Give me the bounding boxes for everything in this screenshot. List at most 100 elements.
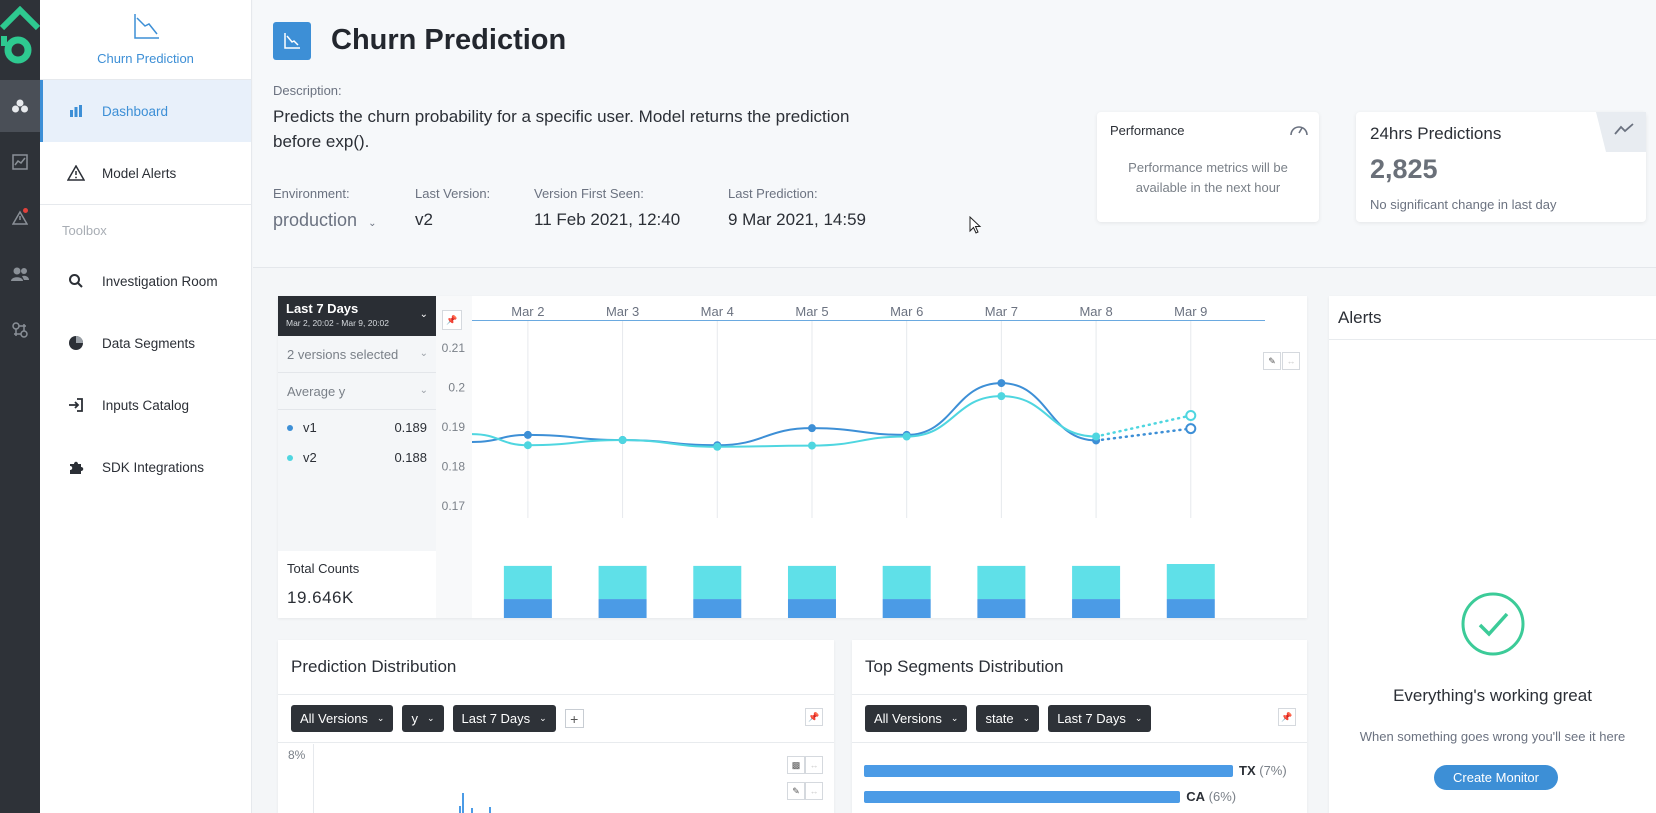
chevron-down-icon: ⌄ — [419, 385, 428, 396]
filter-time-range[interactable]: Last 7 Days ⌄ — [1048, 705, 1152, 732]
segment-bar[interactable] — [864, 765, 1233, 777]
sidebar-item-investigation-room[interactable]: Investigation Room — [40, 250, 251, 312]
sidebar-item-sdk-integrations[interactable]: SDK Integrations — [40, 436, 251, 498]
legend-name: v2 — [303, 450, 317, 465]
data-point-v2 — [807, 441, 816, 450]
expand-icon[interactable]: ↔ — [805, 782, 823, 800]
count-bar-v1 — [882, 599, 931, 618]
check-circle-icon — [1329, 592, 1656, 661]
data-point-v2 — [1185, 410, 1197, 422]
histogram-bar — [462, 793, 464, 813]
filter-versions[interactable]: All Versions ⌄ — [291, 705, 394, 732]
chevron-down-icon: ⌄ — [368, 218, 377, 229]
charts-nav-icon[interactable] — [0, 136, 40, 188]
segment-bar-label: TX (7%) — [1239, 763, 1287, 778]
alerts-message: When something goes wrong you'll see it … — [1359, 729, 1626, 744]
data-point-v1 — [523, 430, 532, 439]
legend-dot — [287, 424, 293, 431]
first-seen-label: Version First Seen: — [534, 186, 644, 201]
metric-select[interactable]: Average y ⌄ — [278, 373, 436, 410]
legend-value: 0.188 — [394, 450, 427, 465]
chart-control-panel: Last 7 Days Mar 2, 20:02 - Mar 9, 20:02 … — [278, 296, 436, 618]
pin-icon[interactable]: 📌 — [805, 708, 823, 726]
edit-icon[interactable]: ✎ — [787, 782, 805, 800]
environment-select[interactable]: production ⌄ — [273, 210, 376, 231]
filter-label: All Versions — [874, 711, 942, 726]
performance-title: Performance — [1110, 123, 1185, 138]
bar-chart-icon — [64, 101, 88, 121]
magnifier-icon — [64, 271, 88, 291]
sidebar-item-inputs-catalog[interactable]: Inputs Catalog — [40, 374, 251, 436]
models-nav-icon[interactable] — [0, 80, 40, 132]
filter-time-range[interactable]: Last 7 Days ⌄ — [452, 705, 556, 732]
filter-versions[interactable]: All Versions ⌄ — [865, 705, 968, 732]
app-logo-icon[interactable] — [0, 6, 40, 66]
legend-item-v1[interactable]: v1 0.189 — [287, 420, 427, 435]
create-monitor-button[interactable]: Create Monitor — [1434, 765, 1558, 790]
line-chart[interactable]: Mar 2 Mar 3 Mar 4 Mar 5 Mar 6 Mar 7 Mar 8 Mar 9… — [436, 296, 1307, 618]
time-range-dates: Mar 2, 20:02 - Mar 9, 20:02 — [286, 318, 389, 328]
count-bar-v2 — [1072, 565, 1121, 600]
edit-icon[interactable]: ✎ — [1263, 352, 1281, 370]
filter-segment[interactable]: state ⌄ — [976, 705, 1040, 732]
x-tick-label: Mar 4 — [701, 304, 734, 319]
predictions-24h-card: 24hrs Predictions 2,825 No significant c… — [1356, 112, 1646, 222]
sidebar-item-model-alerts[interactable]: Model Alerts — [40, 142, 251, 204]
pie-chart-icon — [64, 333, 88, 353]
integrations-nav-icon[interactable] — [0, 304, 40, 356]
filter-label: All Versions — [300, 711, 368, 726]
expand-icon[interactable]: ↔ — [805, 756, 823, 774]
gauge-icon[interactable] — [1287, 120, 1311, 140]
alerts-title: Alerts — [1329, 296, 1656, 340]
metric-chart-card: Last 7 Days Mar 2, 20:02 - Mar 9, 20:02 … — [278, 296, 1307, 618]
expand-icon[interactable]: ↔ — [1282, 352, 1300, 370]
data-point-v2 — [523, 441, 532, 450]
sidebar-item-dashboard[interactable]: Dashboard — [40, 80, 251, 142]
bar-chart-icon[interactable]: ▩ — [787, 756, 805, 774]
legend-value: 0.189 — [394, 420, 427, 435]
count-bar-v2 — [693, 565, 742, 600]
y-tick-label: 0.21 — [442, 341, 466, 355]
x-tick-label: Mar 3 — [606, 304, 639, 319]
last-prediction-label: Last Prediction: — [728, 186, 818, 201]
chevron-down-icon: ⌄ — [426, 713, 435, 723]
alerts-badge — [23, 208, 28, 213]
data-point-v2 — [902, 432, 911, 441]
pin-icon[interactable]: 📌 — [1278, 708, 1296, 726]
legend-item-v2[interactable]: v2 0.188 — [287, 450, 427, 465]
filter-output[interactable]: y ⌄ — [402, 705, 444, 732]
segment-percent: (6%) — [1205, 789, 1237, 804]
top-segments-card: Top Segments Distribution All Versions ⌄ … — [852, 640, 1307, 813]
chevron-down-icon: ⌄ — [950, 713, 959, 723]
prediction-distribution-card: Prediction Distribution All Versions ⌄ y ⌄… — [278, 640, 834, 813]
sidebar-item-data-segments[interactable]: Data Segments — [40, 312, 251, 374]
segment-percent: (7%) — [1255, 763, 1287, 778]
total-counts-label: Total Counts — [287, 561, 360, 576]
last-version-label: Last Version: — [415, 186, 491, 201]
legend-name: v1 — [303, 420, 317, 435]
add-filter-button[interactable]: + — [564, 709, 584, 728]
total-counts-value: 19.646K — [287, 588, 354, 607]
count-bar-v2 — [503, 565, 552, 600]
trend-line-icon[interactable] — [1614, 122, 1634, 136]
versions-select[interactable]: 2 versions selected ⌄ — [278, 336, 436, 373]
count-bar-v1 — [598, 599, 647, 618]
users-nav-icon[interactable] — [0, 248, 40, 300]
sidebar-model-name[interactable]: Churn Prediction — [97, 51, 194, 66]
time-range-select[interactable]: Last 7 Days Mar 2, 20:02 - Mar 9, 20:02 … — [278, 296, 436, 336]
sidebar-item-label: Inputs Catalog — [102, 397, 190, 413]
plot-area — [472, 296, 1307, 551]
mouse-cursor-icon — [969, 216, 982, 234]
predictions-24h-subtitle: No significant change in last day — [1370, 197, 1557, 212]
count-bar-v2 — [787, 565, 836, 600]
chevron-down-icon: ⌄ — [376, 713, 385, 723]
first-seen-value: 11 Feb 2021, 12:40 — [534, 210, 681, 229]
pin-icon[interactable]: 📌 — [442, 310, 462, 330]
segment-bar[interactable] — [864, 791, 1181, 803]
time-range-label: Last 7 Days — [286, 301, 359, 316]
series-partial-v2 — [1094, 414, 1193, 438]
histogram-bar — [459, 806, 461, 813]
sign-in-icon — [64, 395, 88, 415]
alerts-nav-icon[interactable] — [0, 192, 40, 244]
data-point-v1 — [997, 379, 1006, 388]
